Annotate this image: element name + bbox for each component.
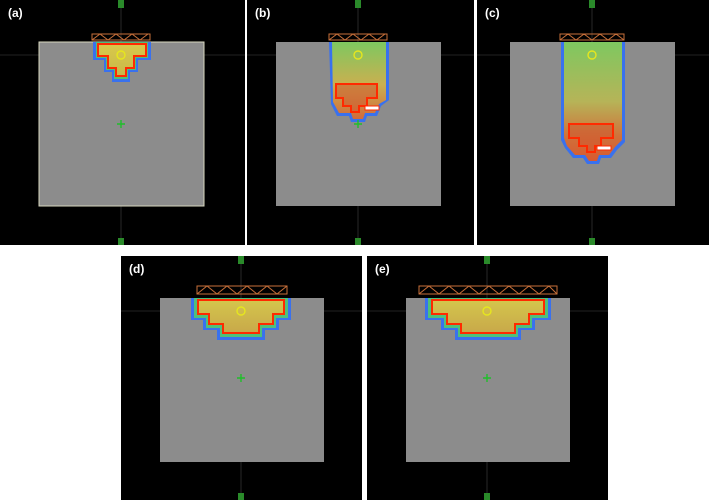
panel-b-image: [247, 0, 474, 245]
panel-label: (a): [8, 6, 23, 20]
panel-c-image: [477, 0, 709, 245]
panel-d: (d): [121, 256, 362, 500]
center-marker: [117, 120, 125, 128]
panel-label: (d): [129, 262, 145, 276]
top-marker: [118, 0, 124, 8]
bottom-marker: [589, 238, 595, 245]
isocenter-marker: [587, 50, 597, 60]
panel-d-image: [121, 256, 362, 500]
panel-b: (b): [247, 0, 474, 245]
bottom-marker: [118, 238, 124, 245]
gantry-frame: [418, 285, 558, 295]
target-contour: [97, 43, 147, 77]
target-contour: [431, 299, 545, 334]
panel-c: (c): [477, 0, 709, 245]
gantry-frame: [91, 33, 151, 41]
target-tag: [596, 145, 612, 151]
gantry-frame: [559, 33, 625, 41]
panel-e-image: [367, 256, 608, 500]
center-marker: [237, 374, 245, 382]
isocenter-marker: [482, 306, 492, 316]
bottom-marker: [484, 493, 490, 500]
panel-label: (c): [485, 6, 500, 20]
panel-a-image: [0, 0, 245, 245]
panel-a: (a): [0, 0, 245, 245]
bottom-marker: [355, 238, 361, 245]
panel-label: (e): [375, 262, 390, 276]
target-contour: [568, 123, 614, 153]
isocenter-marker: [116, 50, 126, 60]
target-contour: [197, 299, 285, 334]
bottom-marker: [238, 493, 244, 500]
panel-label: (b): [255, 6, 271, 20]
panel-e: (e): [367, 256, 608, 500]
top-marker: [355, 0, 361, 8]
target-contour: [335, 83, 378, 113]
top-marker: [484, 256, 490, 264]
gantry-frame: [328, 33, 388, 41]
top-marker: [238, 256, 244, 264]
isocenter-marker: [236, 306, 246, 316]
isocenter-marker: [353, 50, 363, 60]
target-tag: [364, 105, 380, 111]
center-marker: [483, 374, 491, 382]
gantry-frame: [196, 285, 288, 295]
center-marker: [354, 120, 362, 128]
top-marker: [589, 0, 595, 8]
